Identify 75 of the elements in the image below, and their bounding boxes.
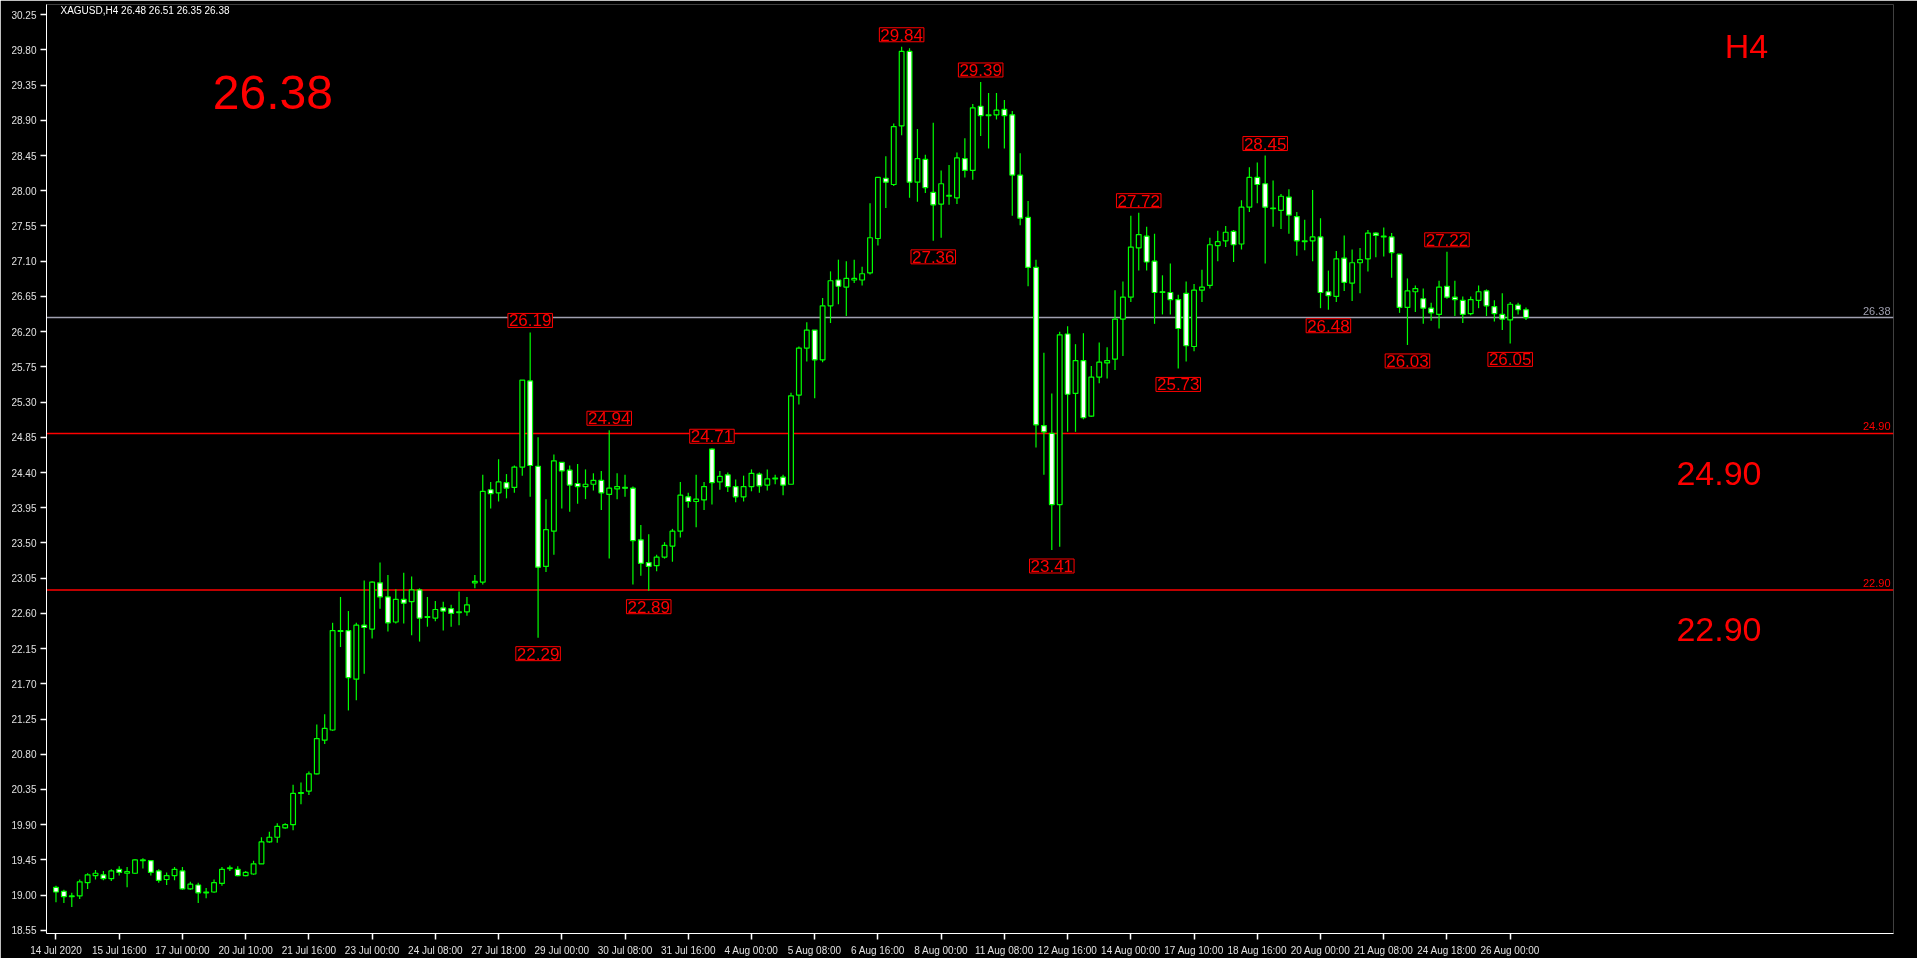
x-tick-label: 30 Jul 08:00 [597, 944, 653, 956]
x-tick-label: 29 Jul 00:00 [534, 944, 590, 956]
annotation: 24.90 [1676, 453, 1762, 492]
ref-line-label: 22.90 [1862, 576, 1891, 589]
y-tick-label: 29.35 [11, 80, 37, 92]
x-tick-label: 24 Jul 08:00 [408, 944, 464, 956]
x-tick-label: 17 Jul 00:00 [155, 944, 211, 956]
y-tick-label: 30.25 [11, 9, 37, 21]
y-tick-label: 23.50 [11, 537, 37, 549]
x-tick-label: 21 Jul 16:00 [281, 944, 337, 956]
y-tick-label: 27.55 [11, 220, 37, 232]
x-tick-label: 14 Jul 2020 [30, 944, 83, 956]
ref-line-label: 26.38 [1862, 304, 1891, 317]
annotation: 26.38 [212, 66, 333, 120]
x-tick-label: 26 Aug 00:00 [1480, 944, 1540, 956]
y-tick-label: 26.65 [11, 291, 37, 303]
chart-title: XAGUSD,H4 26.48 26.51 26.35 26.38 [60, 4, 230, 16]
x-tick-label: 20 Aug 00:00 [1290, 944, 1351, 956]
annotation: 27.36 [911, 247, 955, 267]
x-tick-label: 27 Jul 18:00 [471, 944, 527, 956]
x-tick-label: 12 Aug 16:00 [1037, 944, 1098, 956]
y-tick-label: 20.35 [11, 784, 37, 796]
y-tick-label: 20.80 [11, 749, 37, 761]
annotation: 27.72 [1117, 191, 1161, 211]
y-tick-label: 26.20 [11, 326, 37, 338]
x-tick-label: 24 Aug 18:00 [1417, 944, 1477, 956]
annotation: 26.19 [508, 311, 552, 331]
x-tick-label: 14 Aug 00:00 [1101, 944, 1161, 956]
x-tick-label: 20 Jul 10:00 [218, 944, 274, 956]
annotation: 22.90 [1676, 610, 1762, 649]
annotation: 27.22 [1425, 230, 1469, 250]
x-tick-label: 31 Jul 16:00 [661, 944, 716, 956]
y-tick-label: 22.15 [11, 643, 37, 655]
annotation: 29.84 [880, 25, 923, 45]
y-tick-label: 19.00 [11, 890, 37, 902]
annotation: 24.94 [587, 409, 631, 429]
x-tick-label: 15 Jul 16:00 [91, 944, 147, 956]
annotation: 24.71 [690, 427, 734, 447]
y-tick-label: 19.90 [11, 819, 37, 831]
annotation: 26.05 [1488, 350, 1532, 370]
y-tick-label: 27.10 [11, 256, 37, 268]
y-tick-label: 25.30 [11, 397, 37, 409]
x-tick-label: 11 Aug 08:00 [975, 944, 1034, 956]
annotation: 22.29 [516, 644, 560, 664]
y-tick-label: 18.55 [11, 925, 37, 937]
x-tick-label: 17 Aug 10:00 [1164, 944, 1224, 956]
x-tick-label: 5 Aug 08:00 [787, 944, 842, 956]
annotation: 26.03 [1386, 351, 1429, 371]
y-tick-label: 23.05 [11, 573, 37, 585]
y-tick-label: 25.75 [11, 361, 37, 373]
x-tick-label: 23 Jul 00:00 [344, 944, 400, 956]
y-tick-label: 19.45 [11, 854, 37, 866]
y-tick-label: 28.45 [11, 150, 37, 162]
x-tick-label: 4 Aug 00:00 [724, 944, 779, 956]
y-tick-label: 22.60 [11, 608, 37, 620]
annotation: 25.73 [1156, 375, 1200, 395]
y-tick-label: 28.00 [11, 185, 37, 197]
annotation: 22.89 [627, 597, 671, 617]
x-tick-label: 6 Aug 16:00 [850, 944, 905, 956]
x-tick-label: 8 Aug 00:00 [914, 944, 969, 956]
annotation: 26.48 [1307, 316, 1350, 336]
y-tick-label: 24.40 [11, 467, 37, 479]
ref-line-label: 24.90 [1862, 420, 1891, 433]
y-tick-label: 28.90 [11, 115, 37, 127]
text: H4 [1724, 27, 1769, 66]
y-tick-label: 29.80 [11, 44, 37, 56]
annotation: 23.41 [1030, 557, 1074, 576]
x-tick-label: 21 Aug 08:00 [1353, 944, 1414, 956]
y-tick-label: 21.25 [11, 714, 37, 726]
annotation: 29.39 [959, 60, 1002, 80]
y-tick-label: 24.85 [11, 432, 37, 444]
y-tick-label: 23.95 [11, 502, 37, 514]
y-tick-label: 21.70 [11, 678, 37, 690]
annotation: 28.45 [1243, 134, 1287, 154]
x-tick-label: 18 Aug 16:00 [1227, 944, 1287, 956]
